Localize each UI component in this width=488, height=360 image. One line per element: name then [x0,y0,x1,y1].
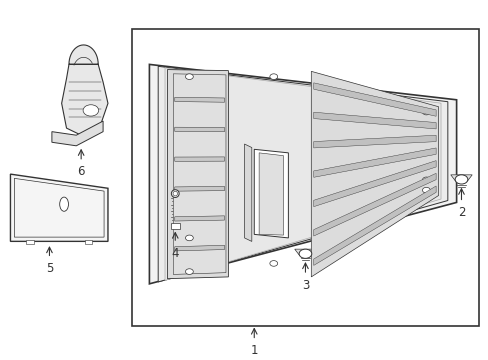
Polygon shape [69,45,98,64]
Polygon shape [244,144,251,242]
Bar [170,223,179,229]
Polygon shape [164,68,440,280]
Polygon shape [174,186,224,191]
Polygon shape [313,148,435,177]
Circle shape [422,177,429,183]
Bar [84,240,92,244]
Ellipse shape [60,197,68,211]
Polygon shape [174,157,224,161]
Polygon shape [158,66,447,282]
Polygon shape [149,64,456,284]
Circle shape [454,175,467,184]
Ellipse shape [173,191,177,196]
Polygon shape [52,121,103,146]
Polygon shape [174,97,224,102]
Circle shape [185,74,193,80]
Polygon shape [313,135,435,148]
Text: 2: 2 [457,206,464,219]
Polygon shape [259,153,283,235]
Polygon shape [313,83,435,116]
Polygon shape [313,173,435,236]
Ellipse shape [171,190,179,198]
Text: 3: 3 [301,279,308,292]
Polygon shape [294,249,316,256]
Bar [26,240,34,244]
Polygon shape [174,216,224,221]
Text: 4: 4 [171,247,179,260]
Polygon shape [174,127,224,132]
Polygon shape [311,71,438,277]
Bar [132,29,478,326]
Polygon shape [61,64,108,135]
Circle shape [185,269,193,274]
Text: 1: 1 [250,344,258,357]
Circle shape [299,249,311,258]
Circle shape [185,235,193,241]
Polygon shape [10,174,108,241]
Circle shape [269,74,277,80]
Text: 5: 5 [46,262,53,275]
Polygon shape [254,149,288,238]
Polygon shape [174,245,224,251]
Polygon shape [167,69,228,279]
Polygon shape [173,74,225,274]
Circle shape [83,105,99,116]
Polygon shape [313,186,435,265]
Polygon shape [313,112,435,129]
Polygon shape [450,175,471,181]
Circle shape [269,261,277,266]
Circle shape [422,109,429,115]
Text: 6: 6 [77,165,85,178]
Circle shape [422,187,429,193]
Polygon shape [313,161,435,207]
